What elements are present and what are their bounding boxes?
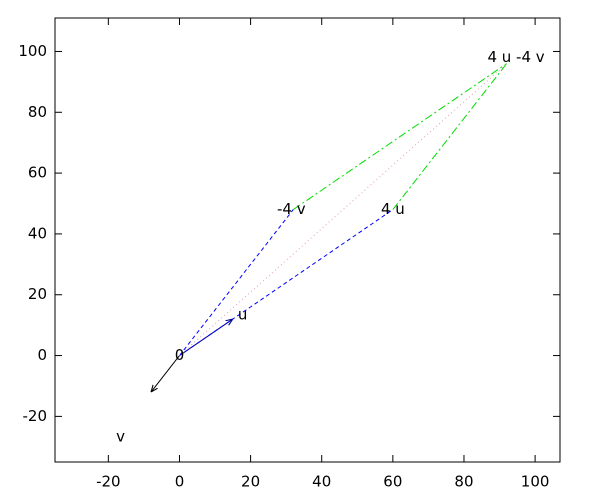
point-label: v: [116, 428, 125, 446]
point-label: u: [238, 306, 248, 324]
y-tick-label: 100: [18, 42, 47, 60]
y-tick-label: 80: [28, 103, 47, 121]
vector-segment: [179, 209, 394, 356]
point-label: 4 u: [381, 200, 405, 218]
x-tick-label: 60: [383, 473, 402, 491]
x-tick-label: 80: [454, 473, 473, 491]
point-label: -4 v: [277, 200, 306, 218]
vector-segment: [179, 209, 294, 356]
x-tick-label: 100: [521, 473, 550, 491]
y-tick-label: 60: [28, 164, 47, 182]
vector-segment: [392, 63, 508, 210]
point-label: 4 u -4 v: [487, 48, 544, 66]
vector-segment: [151, 355, 180, 392]
y-tick-label: 20: [28, 285, 47, 303]
vector-segment: [292, 63, 507, 211]
x-tick-label: 40: [312, 473, 331, 491]
x-tick-label: -20: [96, 473, 121, 491]
y-tick-label: 0: [37, 346, 47, 364]
y-tick-label: 40: [28, 224, 47, 242]
x-tick-label: 20: [241, 473, 260, 491]
x-tick-label: 0: [175, 473, 185, 491]
vector-segment: [179, 63, 507, 356]
plot-frame: [54, 17, 561, 463]
y-tick-label: -20: [23, 407, 48, 425]
point-label: 0: [175, 346, 185, 364]
